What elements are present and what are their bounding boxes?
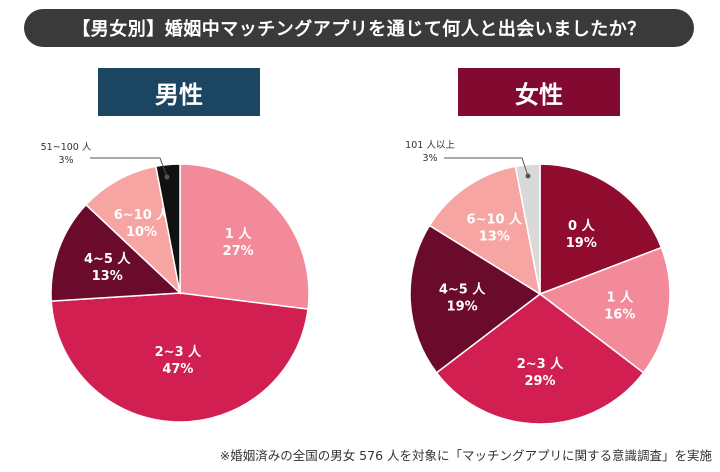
female-slice-label-3: 4~5 人: [439, 282, 487, 298]
female-callout-dot: [525, 173, 531, 179]
female-slice-2: [435, 293, 645, 425]
chart-title: 【男女別】婚姻中マッチングアプリを通じて何人と出会いましたか？: [24, 9, 694, 47]
male-callout-dot: [164, 174, 170, 180]
female-slice-value-3: 19%: [447, 300, 478, 315]
footnote: ※婚姻済みの全国の男女 576 人を対象に「マッチングアプリに関する意識調査」を…: [219, 448, 712, 463]
male-slice-value-3: 10%: [126, 225, 157, 240]
female-slice-label-0: 0 人: [568, 218, 596, 234]
male-slice-label-3: 6~10 人: [114, 207, 171, 223]
female-panel-header: 女性: [458, 68, 620, 116]
male-panel-header: 男性: [98, 68, 260, 116]
female-slice-4: [428, 165, 542, 296]
male-slice-0: [179, 163, 310, 311]
male-slice-value-2: 13%: [92, 269, 123, 284]
male-slice-label-2: 4~5 人: [84, 251, 132, 267]
female-callout-label: 101 人以上: [405, 140, 455, 151]
male-slice-value-0: 27%: [223, 244, 254, 259]
male-callout-line: [90, 157, 168, 178]
female-slice-value-4: 13%: [479, 230, 510, 245]
male-slice-label-1: 2~3 人: [155, 344, 203, 360]
female-pie: 0 人 19% 1 人 16% 2~3 人 29% 4~5 人 19% 6~10 人 13% 101…: [405, 140, 671, 425]
male-slice-1: [50, 292, 309, 423]
female-slice-label-4: 6~10 人: [467, 212, 524, 228]
male-slice-value-1: 47%: [162, 362, 193, 377]
male-callout-label: 51~100 人: [41, 142, 92, 153]
male-pie: 1 人 27% 2~3 人 47% 4~5 人 13% 6~10 人 10% 51~100 人 3…: [41, 142, 310, 423]
male-slice-2: [50, 203, 182, 302]
female-slice-1: [538, 246, 671, 374]
female-slice-label-2: 2~3 人: [517, 356, 565, 372]
female-slice-label-1: 1 人: [607, 290, 635, 306]
female-callout-line: [444, 157, 529, 177]
male-slice-4: [154, 163, 181, 294]
female-callout-value: 3%: [422, 153, 437, 164]
female-slice-value-2: 29%: [524, 374, 555, 389]
male-slice-label-0: 1 人: [225, 226, 253, 242]
female-slice-0: [539, 163, 663, 296]
male-callout-value: 3%: [58, 155, 73, 166]
female-slice-value-0: 19%: [566, 236, 597, 251]
female-slice-3: [409, 224, 542, 374]
male-slice-3: [84, 165, 182, 296]
female-slice-value-1: 16%: [604, 308, 635, 323]
female-slice-5: [514, 163, 541, 295]
